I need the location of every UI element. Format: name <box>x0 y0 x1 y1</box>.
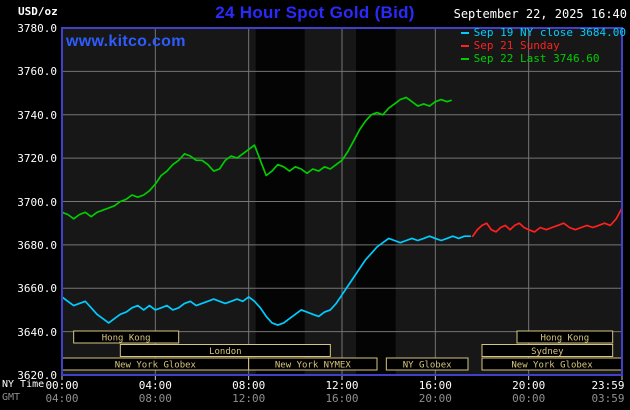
x-axis-gmt-tick-label: 20:00 <box>418 392 452 405</box>
session-box <box>248 357 378 371</box>
x-axis-gmt-tick-label: 04:00 <box>45 392 79 405</box>
legend-label: Sep 22 Last 3746.60 <box>473 52 600 65</box>
session-label: NY Globex <box>403 361 452 371</box>
x-axis-gmt-tick-label: 08:00 <box>138 392 172 405</box>
ny-time-axis-label: NY Time <box>2 379 45 390</box>
gmt-axis-label: GMT <box>2 392 21 403</box>
session-label: New York Globex <box>511 361 593 371</box>
x-axis-ny-row: NY Time 00:00 04:00 08:00 12:00 16:00 20:00 23… <box>0 379 630 392</box>
x-axis-ny-tick-label: 12:00 <box>325 379 359 392</box>
chart-legend: Sep 19 NY close 3684.00 Sep 21 Sunday Se… <box>460 26 626 65</box>
legend-item-sep21: Sep 21 Sunday <box>460 39 626 52</box>
session-label: Sydney <box>531 347 564 357</box>
session-box <box>119 344 331 357</box>
x-axis-gmt-tick-label: 03:59 <box>591 392 625 405</box>
line-swatch-icon <box>460 57 469 60</box>
x-axis-ny-tick-label: 00:00 <box>45 379 79 392</box>
legend-item-sep22: Sep 22 Last 3746.60 <box>460 52 626 65</box>
series-sep-22-last <box>61 96 452 220</box>
session-label: London <box>209 347 242 357</box>
units-label: USD/oz <box>18 5 58 18</box>
x-axis-gmt-row: GMT 04:00 08:00 12:00 16:00 20:00 00:00 03:59 <box>0 392 630 405</box>
x-axis-ny-tick-label: 20:00 <box>512 379 546 392</box>
series-sep-21-sunday <box>471 207 623 238</box>
legend-item-sep19: Sep 19 NY close 3684.00 <box>460 26 626 39</box>
x-axis-gmt-tick-label: 12:00 <box>232 392 266 405</box>
x-axis-gmt-tick-label: 00:00 <box>512 392 546 405</box>
datetime-label: September 22, 2025 16:40 <box>453 7 627 21</box>
session-box <box>481 344 614 357</box>
plot-frame <box>61 27 623 376</box>
x-axis-gmt-tick-label: 16:00 <box>325 392 359 405</box>
session-label: New York NYMEX <box>275 361 351 371</box>
chart-title: 24 Hour Spot Gold (Bid) <box>215 3 415 22</box>
session-box <box>516 330 614 344</box>
line-swatch-icon <box>460 44 469 47</box>
session-label: New York Globex <box>115 361 197 371</box>
x-axis-ny-tick-label: 04:00 <box>138 379 172 392</box>
series-sep-19-ny-close <box>61 235 472 326</box>
kitco-website-link[interactable]: www.kitco.com <box>66 33 186 50</box>
x-axis-ny-tick-label: 16:00 <box>418 379 452 392</box>
line-swatch-icon <box>460 31 469 34</box>
x-axis-ny-tick-label: 08:00 <box>232 379 266 392</box>
session-box <box>73 330 180 344</box>
session-box <box>385 357 469 371</box>
legend-label: Sep 21 Sunday <box>473 39 560 52</box>
legend-label: Sep 19 NY close 3684.00 <box>473 26 626 39</box>
session-label: Hong Kong <box>102 334 151 344</box>
session-label: Hong Kong <box>540 334 589 344</box>
x-axis-ny-tick-label: 23:59 <box>591 379 625 392</box>
